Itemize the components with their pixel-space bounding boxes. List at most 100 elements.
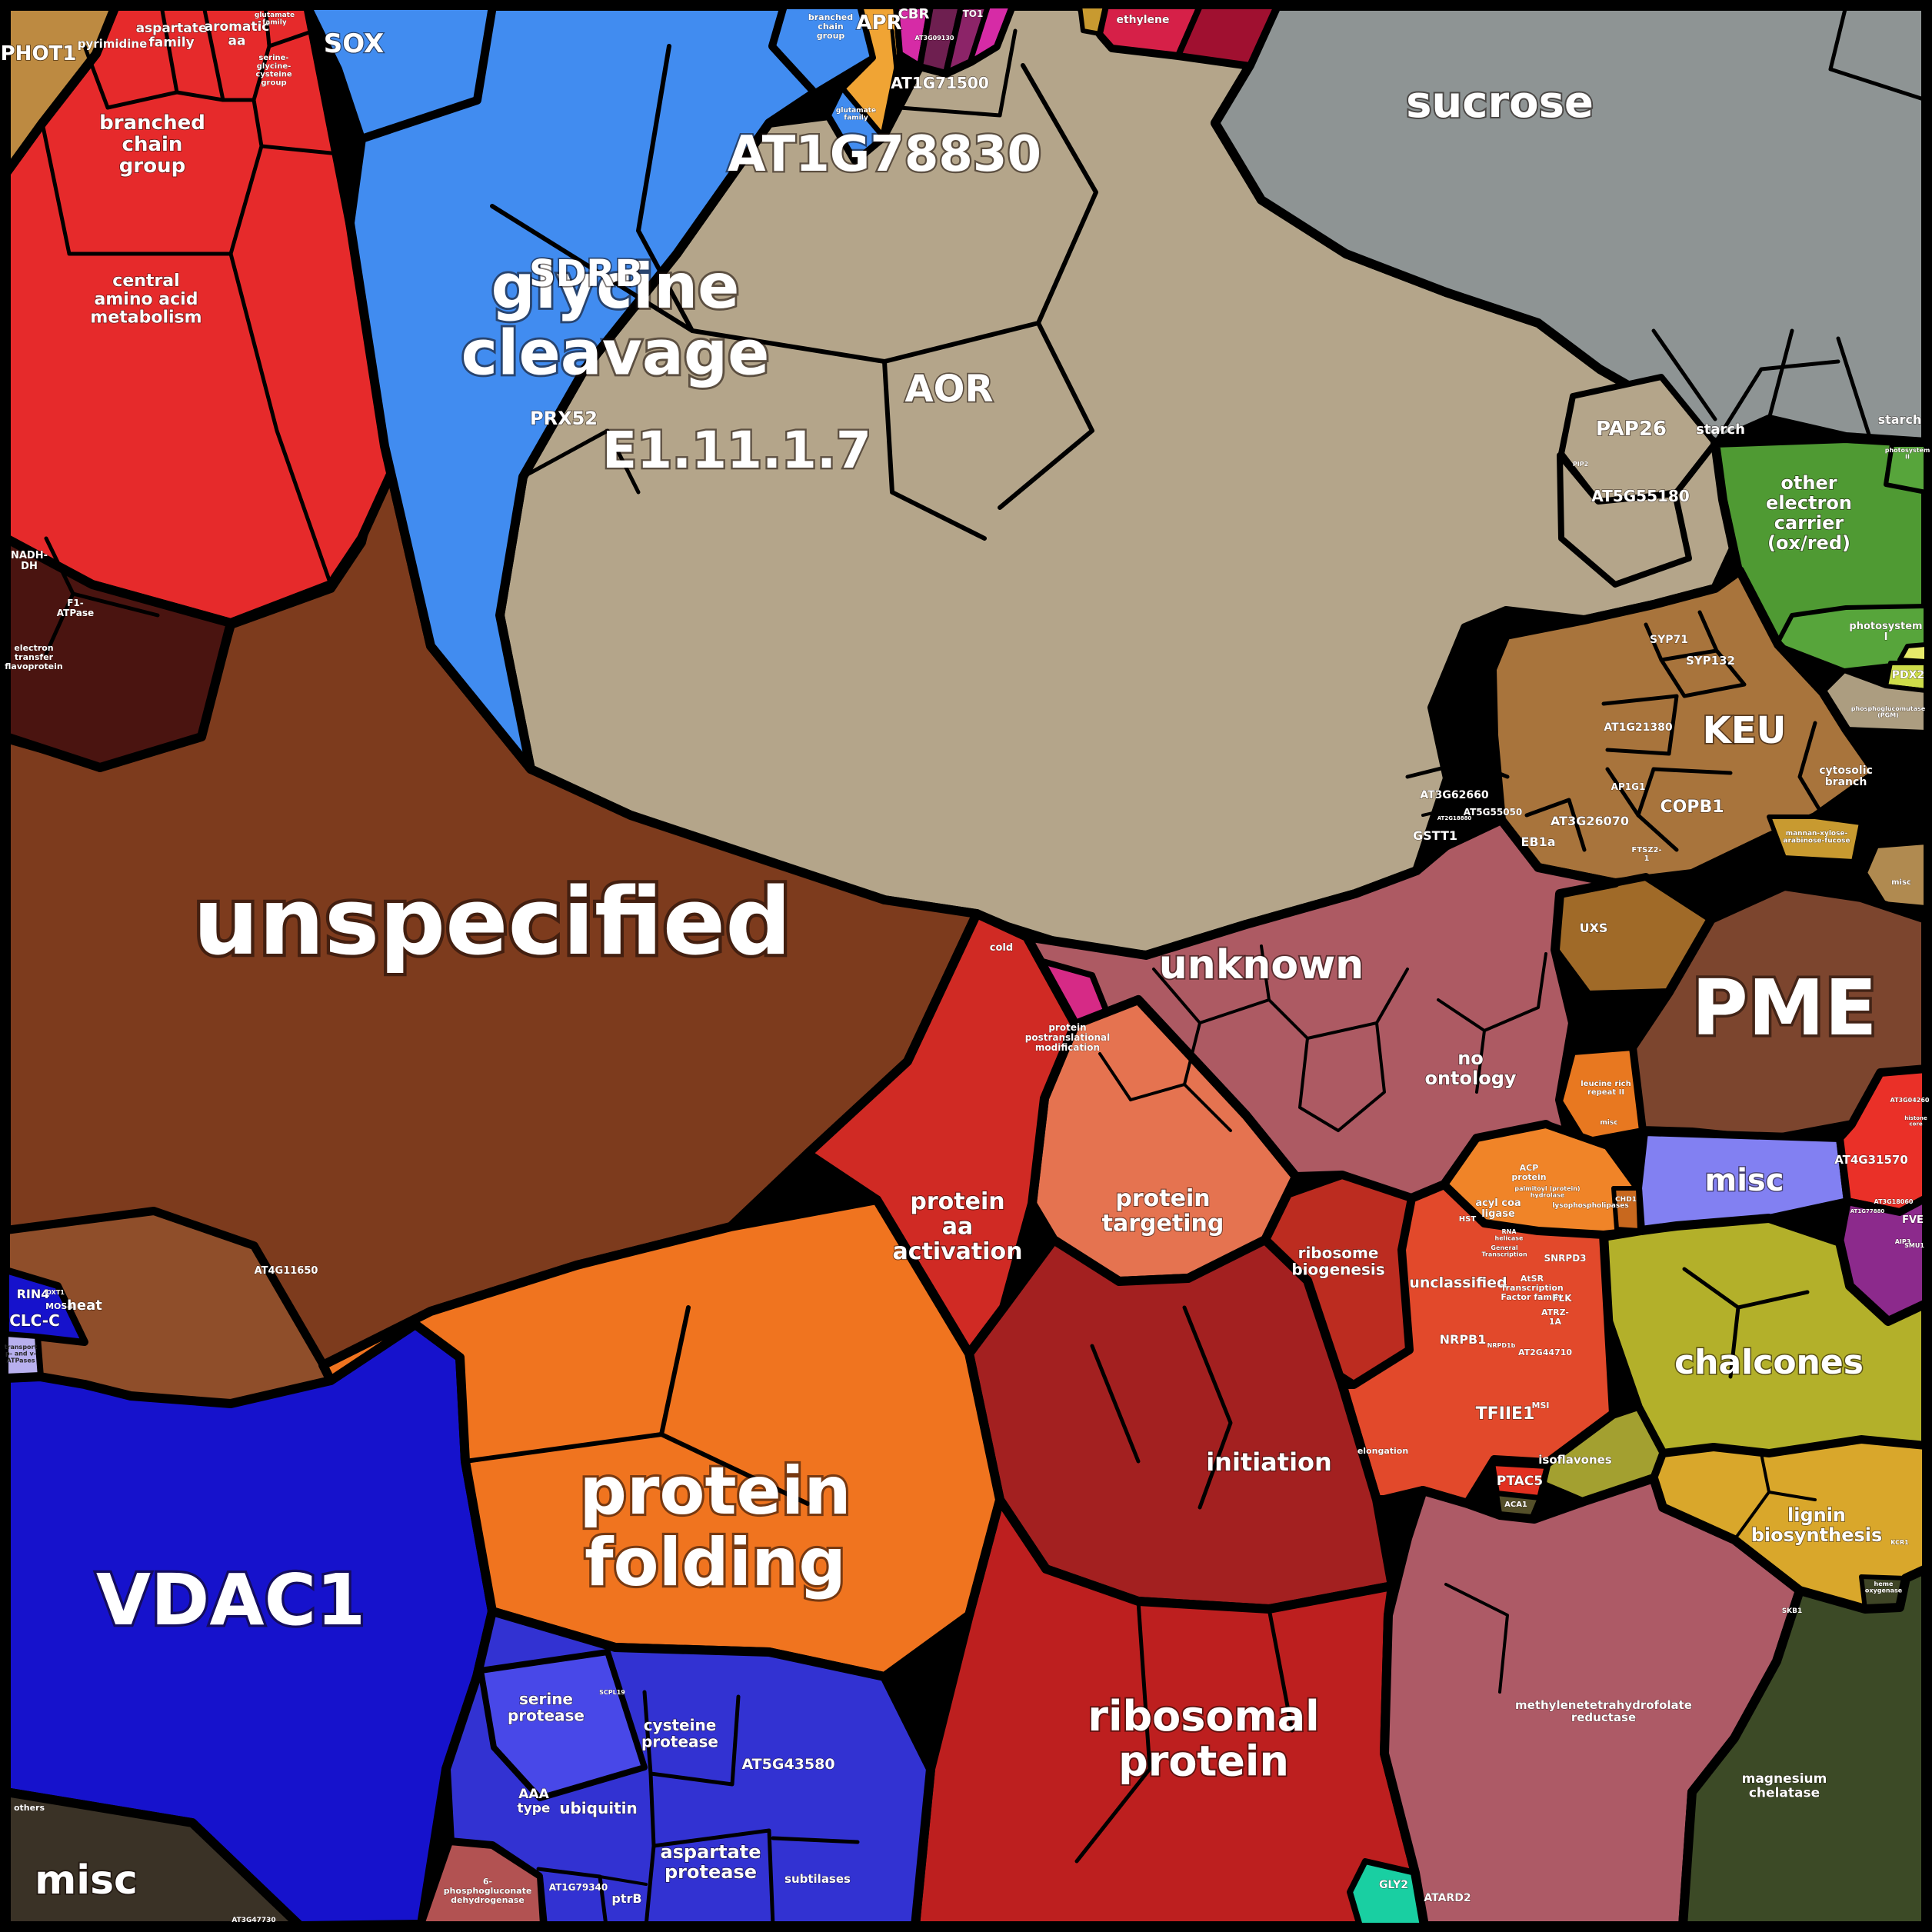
label-leucine-rich: leucine rich repeat II — [1581, 1080, 1631, 1097]
label-chd1: CHD1 — [1615, 1196, 1637, 1204]
label-protein-aa-activation: protein aa activation — [892, 1188, 1022, 1265]
label-heat: heat — [67, 1297, 102, 1314]
cell-aca1[interactable] — [1494, 1491, 1542, 1519]
label-sox: SOX — [324, 28, 384, 59]
label-at3g26070: AT3G26070 — [1551, 814, 1629, 828]
cell-clcc[interactable] — [3, 1267, 88, 1345]
region-oxidation-maroon[interactable] — [2, 534, 235, 772]
label-at2g44710: AT2G44710 — [1518, 1347, 1572, 1357]
label-at3g47730: AT3G47730 — [232, 1917, 275, 1924]
cell-leucine-rich[interactable] — [1557, 1044, 1645, 1144]
label-snrpd3: SNRPD3 — [1544, 1253, 1586, 1264]
label-subtilases: subtilases — [784, 1872, 851, 1886]
label-syp132: SYP132 — [1686, 654, 1735, 668]
label-glutamate-family-red: glutamate family — [255, 12, 295, 27]
cell-boundary — [82, 44, 179, 110]
label-no-ontology: no ontology — [1424, 1048, 1516, 1089]
label-at5g55180: AT5G55180 — [1591, 487, 1689, 505]
label-prx52: PRX52 — [530, 408, 598, 429]
cell-magenta-sliver[interactable] — [968, 4, 1014, 64]
cell-boundary — [1444, 1583, 1509, 1694]
label-smu1: SMU1 — [1904, 1242, 1924, 1249]
label-ribosome-biogenesis: ribosome biogenesis — [1291, 1244, 1384, 1279]
label-protein-targeting: protein targeting — [1102, 1185, 1224, 1237]
label-histone: histone core — [1904, 1115, 1927, 1128]
cell-boundary — [1651, 328, 1717, 421]
label-other-electron: other electron carrier (ox/red) — [1766, 472, 1852, 554]
cell-chd1[interactable] — [1611, 1186, 1642, 1233]
label-aspartate-family: aspartate family — [136, 21, 208, 50]
cell-branched-chain-blue[interactable] — [770, 3, 876, 95]
cell-photosystem1[interactable] — [1774, 604, 1928, 673]
cell-boundary — [1267, 1607, 1294, 1733]
label-at3g18060: AT3G18060 — [1874, 1198, 1914, 1205]
region-misc-dark[interactable] — [2, 1787, 305, 1930]
label-aip3: AIP3 — [1895, 1238, 1911, 1245]
cell-boundary — [1464, 760, 1471, 832]
label-at1g71500: AT1G71500 — [891, 74, 988, 92]
label-apr: APR — [856, 12, 901, 35]
label-ptm: protein postranslational modification — [1025, 1022, 1110, 1053]
cell-boundary — [521, 428, 641, 495]
label-ptrb: ptrB — [611, 1891, 641, 1906]
label-pyrimidine: pyrimidine — [78, 37, 148, 51]
cell-boundary — [1644, 610, 1719, 662]
cell-boundary — [1659, 648, 1747, 698]
label-e11117: E1.11.1.7 — [602, 421, 871, 480]
label-mos4: MOS4 — [45, 1301, 73, 1311]
label-glutamate-family-blue: glutamate family — [836, 107, 876, 122]
label-ap1g1: AP1G1 — [1611, 781, 1646, 792]
label-f1-atpase: F1-ATPase — [57, 598, 94, 618]
cell-mannan[interactable] — [1767, 814, 1864, 864]
cell-boundary — [67, 98, 264, 256]
label-vdac1: VDAC1 — [96, 1559, 365, 1641]
cell-serine-protease[interactable] — [478, 1649, 648, 1801]
cell-phot1[interactable] — [2, 2, 120, 178]
label-kcr1: KCR1 — [1890, 1539, 1909, 1546]
label-aromatic-aa: aromatic aa — [205, 19, 270, 48]
label-at4g31570: AT4G31570 — [1834, 1153, 1908, 1167]
label-starch-1: starch — [1696, 421, 1745, 438]
cell-misc-tan[interactable] — [1863, 840, 1928, 910]
cell-boundary — [1836, 336, 1871, 437]
label-initiation: initiation — [1206, 1447, 1332, 1477]
label-unspecified: unspecified — [193, 869, 791, 976]
cell-6pgd[interactable] — [418, 1839, 546, 1927]
label-rna-helicase: RNA helicase — [1495, 1228, 1524, 1242]
label-serine-protease: serine protease — [508, 1690, 585, 1725]
cell-darkred-top[interactable] — [1175, 3, 1280, 68]
label-misc-dark: misc — [35, 1857, 138, 1904]
cell-boundary — [1183, 1083, 1232, 1132]
cell-at5g55180[interactable] — [1557, 452, 1692, 588]
label-heme-oxygenase: heme oxygenase — [1865, 1581, 1903, 1594]
label-unclassified: unclassified — [1409, 1274, 1507, 1291]
cell-gly2[interactable] — [1347, 1858, 1427, 1929]
label-at5g43580: AT5G43580 — [741, 1756, 834, 1773]
label-ser-gly-cys: serine-glycine-cysteine group — [255, 54, 292, 87]
cell-boundary — [40, 121, 72, 256]
cell-boundary — [1337, 1021, 1386, 1132]
label-to1: TO1 — [963, 8, 984, 19]
cell-boundary — [1098, 1052, 1132, 1101]
label-msi: MSI — [1532, 1401, 1550, 1411]
label-syp71: SYP71 — [1650, 634, 1688, 646]
cell-glutamate-sliver[interactable] — [827, 86, 885, 162]
label-cold: cold — [990, 942, 1013, 954]
cell-sox[interactable] — [304, 2, 496, 142]
label-ubiquitin: ubiquitin — [559, 1799, 637, 1817]
region-magnesium-green[interactable] — [1678, 1564, 1930, 1930]
label-nrpd1b: NRPD1b — [1487, 1342, 1516, 1349]
cell-ethylene[interactable] — [1097, 3, 1203, 58]
label-sucrose: sucrose — [1406, 78, 1594, 128]
label-atard2: ATARD2 — [1424, 1892, 1471, 1904]
cell-photosystem2[interactable] — [1884, 442, 1928, 495]
label-phot1: PHOT1 — [1, 42, 77, 65]
label-central-amino: central amino acid metabolism — [90, 271, 202, 328]
label-at3g04260: AT3G04260 — [1890, 1097, 1930, 1104]
label-chalcones: chalcones — [1674, 1343, 1864, 1382]
label-misc-tan: misc — [1891, 878, 1911, 887]
label-cbr: CBR — [898, 6, 930, 22]
label-photosystem1: photosystem I — [1849, 621, 1922, 643]
cell-boundary — [1260, 944, 1271, 1001]
